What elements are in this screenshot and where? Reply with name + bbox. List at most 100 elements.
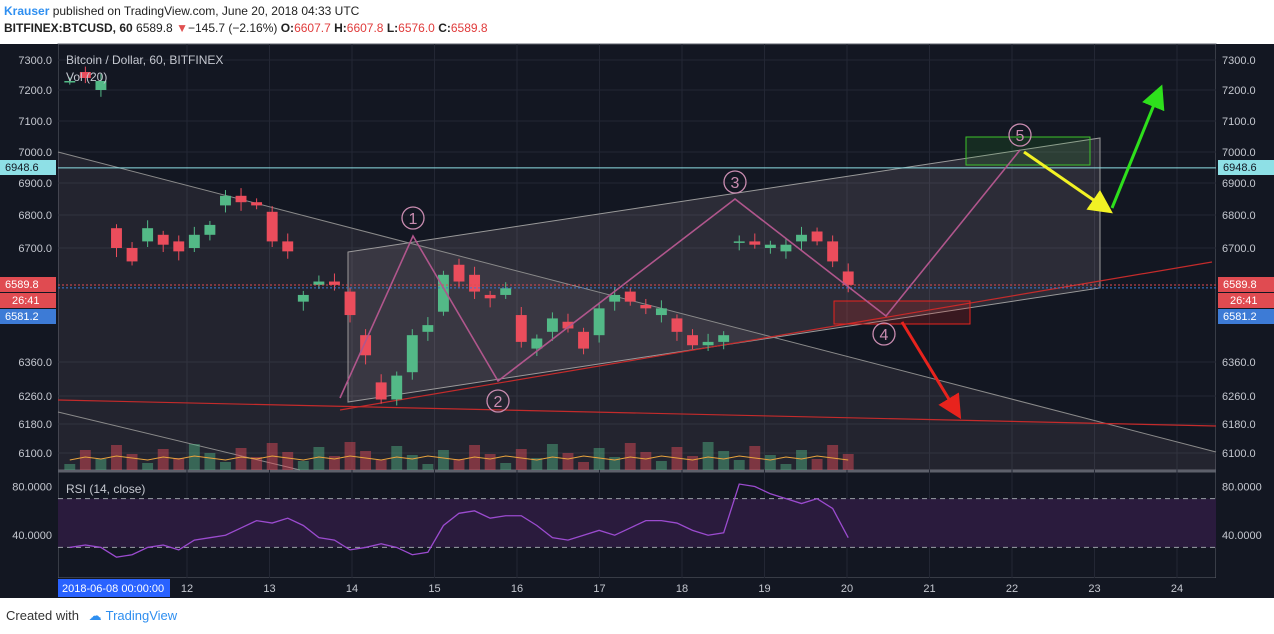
candle	[531, 334, 543, 356]
volume-bar	[640, 452, 652, 470]
candle	[188, 226, 200, 253]
wave4-zone[interactable]	[833, 300, 971, 325]
candle	[95, 73, 107, 97]
price-tick-label: 6700.0	[1222, 243, 1256, 255]
volume-bar	[313, 447, 325, 470]
date-tick-label: 18	[676, 583, 688, 595]
target-zone[interactable]	[965, 136, 1091, 166]
time-axis[interactable]	[0, 578, 1274, 598]
publish-info: Krauser published on TradingView.com, Ju…	[4, 4, 359, 18]
volume-ma-line	[69, 455, 849, 461]
volume-bar	[64, 464, 76, 470]
rising-support-line[interactable]	[339, 261, 1213, 411]
candle	[453, 258, 465, 288]
price-tick-label: 6800.0	[1222, 210, 1256, 222]
wave-path[interactable]	[339, 149, 1021, 399]
date-ticks: 12 13 14 15 16 17 18 19 20 21 22 23 24	[181, 583, 1183, 595]
date-tick-label: 21	[923, 583, 935, 595]
date-tick-label: 23	[1088, 583, 1100, 595]
candle	[344, 287, 356, 323]
volume-bar	[142, 463, 154, 470]
volume-bar	[515, 449, 527, 470]
candle	[406, 329, 418, 380]
price-tick-label: 6900.0	[18, 178, 52, 190]
last-price-label-left: 6589.8	[0, 277, 56, 292]
price-tick-label: 6800.0	[18, 210, 52, 222]
date-tick-label: 14	[346, 583, 358, 595]
volume-bar	[235, 448, 247, 470]
price-tick-label: 6180.0	[18, 419, 52, 431]
rsi-tick-label: 40.0000	[12, 530, 52, 542]
candle	[578, 327, 589, 355]
candle	[593, 302, 605, 343]
volume-bar	[562, 453, 574, 470]
volume-bar	[453, 459, 465, 470]
candle	[827, 235, 839, 268]
price-tick-label: 6360.0	[1222, 357, 1256, 369]
price-tick-label: 7300.0	[18, 55, 52, 67]
rsi-tick-label: 80.0000	[12, 481, 52, 493]
green-arrow-icon[interactable]	[1110, 84, 1165, 209]
volume-legend: Vol (20)	[66, 70, 107, 84]
yellow-arrow-icon[interactable]	[1023, 150, 1113, 214]
low-label: L:	[386, 21, 399, 35]
left-price-ticks: 7300.0 7200.0 7100.0 7000.0 6900.0 6800.0 6700…	[12, 55, 52, 542]
wave-circle-2	[486, 389, 510, 413]
tradingview-link[interactable]: TradingView	[105, 608, 178, 623]
price-tick-label: 7200.0	[1222, 85, 1256, 97]
volume-bar	[500, 463, 512, 470]
volume-bar	[79, 450, 91, 470]
price-tick-label: 7300.0	[1222, 55, 1256, 67]
red-arrow-icon[interactable]	[900, 321, 962, 420]
rsi-tick-label: 40.0000	[1222, 530, 1262, 542]
horizontal-support-line[interactable]	[57, 399, 1217, 427]
ohlc-bar: BITFINEX:BTCUSD, 60 6589.8 ▼−145.7 (−2.1…	[4, 21, 488, 35]
channel-lower	[57, 411, 301, 471]
svg-text:6589.8: 6589.8	[5, 279, 39, 291]
tradingview-logo-icon[interactable]: ☁	[88, 608, 102, 623]
candle	[437, 270, 449, 316]
open-label: O:	[280, 21, 295, 35]
price-tick-label: 6100.0	[18, 448, 52, 460]
wave-labels: 1 2 3 4 5	[401, 123, 1032, 413]
high-value: 6607.8	[346, 21, 384, 35]
date-tick-label: 13	[263, 583, 275, 595]
price-tick-label: 6700.0	[18, 243, 52, 255]
candle	[251, 198, 263, 210]
volume-bar	[531, 458, 543, 470]
price-tick-label: 7200.0	[18, 85, 52, 97]
last-price-label-right: 6589.8	[1218, 277, 1274, 292]
wave-circle-3	[723, 170, 747, 194]
candle	[484, 290, 496, 308]
date-tick-label: 16	[511, 583, 523, 595]
svg-text:26:41: 26:41	[12, 295, 40, 307]
wave-label-2: 2	[494, 394, 503, 411]
volume-bar	[422, 464, 434, 470]
price-tick-label: 6900.0	[1222, 178, 1256, 190]
volume-bar	[811, 459, 823, 470]
grid	[58, 44, 1216, 578]
candle	[749, 233, 761, 249]
volume-bar	[406, 455, 418, 470]
candle	[157, 230, 169, 253]
price-pane[interactable]	[57, 43, 1217, 471]
candle	[391, 371, 403, 406]
volume-bar	[437, 450, 449, 470]
price-tick-label: 7100.0	[18, 116, 52, 128]
candle	[702, 333, 714, 351]
candle	[204, 220, 216, 241]
date-tick-label: 22	[1006, 583, 1018, 595]
svg-text:6948.6: 6948.6	[5, 162, 39, 174]
symbol-label: BITFINEX:BTCUSD, 60	[4, 21, 133, 35]
candle	[562, 313, 574, 333]
author-name[interactable]: Krauser	[4, 4, 50, 18]
descending-channel	[58, 152, 1216, 470]
countdown-label-right: 26:41	[1218, 293, 1274, 308]
wave-circle-5	[1008, 123, 1032, 147]
date-tick-label: 24	[1171, 583, 1183, 595]
volume-bar	[655, 461, 667, 470]
volume-bar	[251, 457, 263, 470]
open-value: 6607.7	[294, 21, 331, 35]
candle	[811, 227, 823, 246]
